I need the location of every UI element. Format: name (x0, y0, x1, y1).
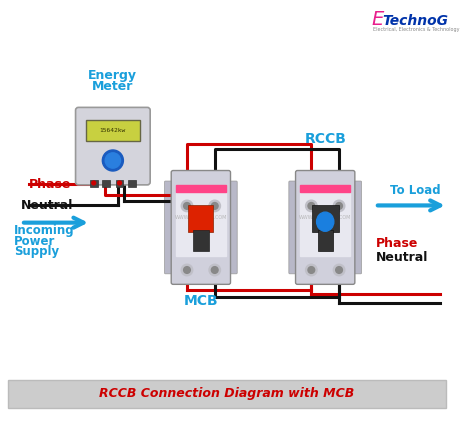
Circle shape (92, 181, 96, 185)
Text: To Load: To Load (390, 184, 441, 197)
Circle shape (209, 200, 220, 212)
Circle shape (308, 203, 315, 209)
Circle shape (183, 203, 191, 209)
Circle shape (336, 266, 342, 273)
Bar (189, 205, 213, 232)
Circle shape (306, 200, 317, 212)
Text: MCB: MCB (183, 294, 218, 308)
Circle shape (333, 264, 345, 276)
Text: WWW.ETechnoG.COM: WWW.ETechnoG.COM (299, 216, 351, 220)
Circle shape (105, 153, 120, 168)
Circle shape (333, 200, 345, 212)
FancyBboxPatch shape (296, 171, 355, 284)
Text: $\it{E}$: $\it{E}$ (371, 10, 385, 29)
Text: Neutral: Neutral (21, 199, 73, 212)
Bar (193, 230, 209, 251)
Text: Meter: Meter (92, 80, 134, 93)
Circle shape (306, 264, 317, 276)
Circle shape (102, 150, 123, 171)
Bar (90, 180, 98, 187)
FancyBboxPatch shape (164, 181, 176, 274)
Text: Phase: Phase (376, 237, 418, 250)
Text: 15642kw: 15642kw (100, 128, 126, 133)
Ellipse shape (317, 212, 334, 231)
Text: Incoming: Incoming (14, 224, 75, 237)
Text: RCCB Connection Diagram with MCB: RCCB Connection Diagram with MCB (99, 387, 354, 400)
Bar (318, 230, 333, 251)
Circle shape (336, 203, 342, 209)
Circle shape (118, 181, 121, 185)
Bar (176, 194, 226, 256)
Circle shape (211, 203, 218, 209)
Bar (301, 185, 350, 192)
Text: Supply: Supply (14, 245, 59, 258)
Text: RCCB: RCCB (304, 132, 346, 146)
Bar (312, 205, 338, 232)
Circle shape (308, 266, 315, 273)
Text: WWW.ETechnoG.COM: WWW.ETechnoG.COM (175, 216, 227, 220)
FancyBboxPatch shape (226, 181, 237, 274)
FancyBboxPatch shape (75, 107, 150, 185)
Bar (176, 185, 226, 192)
Circle shape (209, 264, 220, 276)
Text: Power: Power (14, 234, 56, 248)
Circle shape (211, 266, 218, 273)
Bar (102, 180, 110, 187)
Circle shape (183, 266, 191, 273)
Bar (116, 180, 123, 187)
Bar (8, 379, 446, 408)
Text: Electrical, Electronics & Technology: Electrical, Electronics & Technology (373, 27, 459, 32)
FancyBboxPatch shape (289, 181, 301, 274)
Bar (128, 180, 136, 187)
Bar (301, 194, 350, 256)
Bar (86, 120, 140, 141)
Text: TechnoG: TechnoG (383, 13, 448, 28)
Text: Neutral: Neutral (376, 251, 428, 264)
FancyBboxPatch shape (171, 171, 230, 284)
FancyBboxPatch shape (350, 181, 362, 274)
Circle shape (181, 264, 193, 276)
Text: Phase: Phase (29, 178, 71, 191)
Text: Energy: Energy (88, 69, 137, 82)
Circle shape (181, 200, 193, 212)
